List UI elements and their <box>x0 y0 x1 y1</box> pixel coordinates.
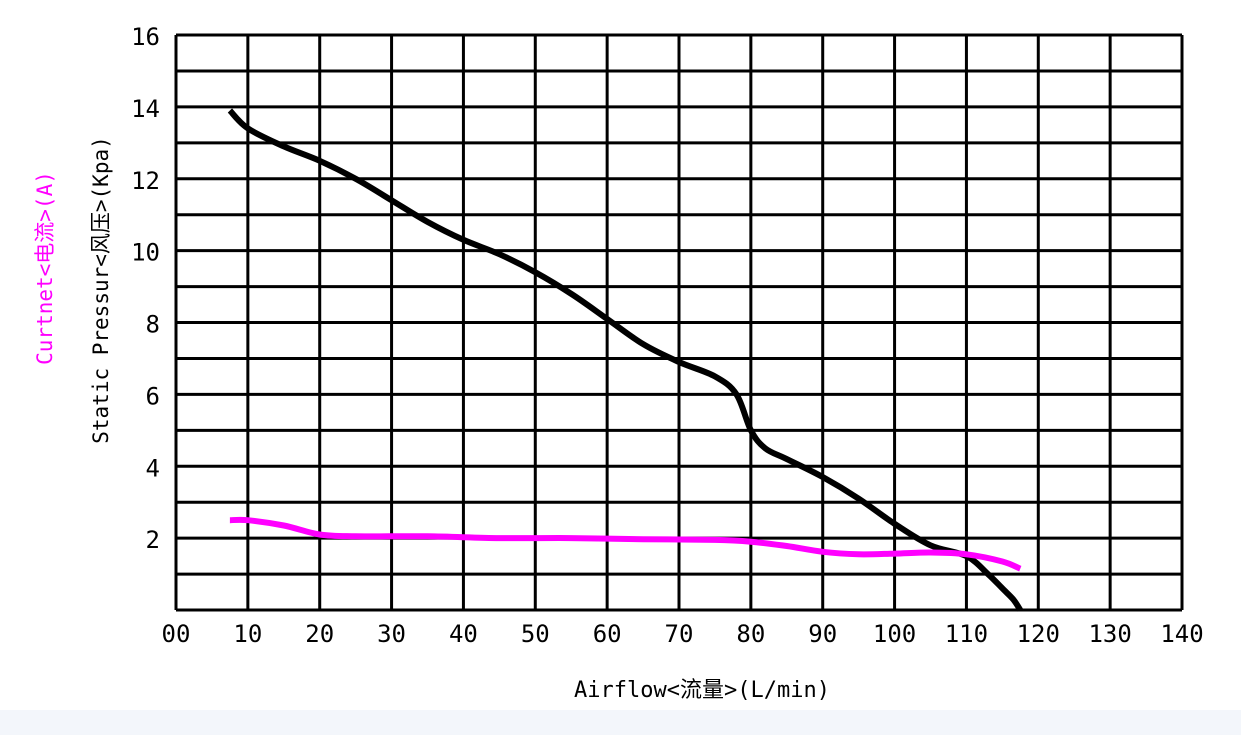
x-tick-label: 00 <box>162 620 191 648</box>
x-tick-label: 130 <box>1088 620 1131 648</box>
x-tick-label: 20 <box>305 620 334 648</box>
x-tick-label: 120 <box>1017 620 1060 648</box>
y-axis-label: Static Pressur<风压>(Kpa) <box>89 136 113 444</box>
x-tick-label: 40 <box>449 620 478 648</box>
y-tick-label: 4 <box>146 454 160 482</box>
x-tick-label: 110 <box>945 620 988 648</box>
y-tick-label: 12 <box>131 167 160 195</box>
y-tick-label: 10 <box>131 239 160 267</box>
y-tick-label: 16 <box>131 23 160 51</box>
x-tick-label: 100 <box>873 620 916 648</box>
y-tick-label: 6 <box>146 382 160 410</box>
x-tick-label: 90 <box>808 620 837 648</box>
x-axis-label: Airflow<流量>(L/min) <box>574 678 830 703</box>
x-tick-label: 60 <box>593 620 622 648</box>
x-tick-label: 30 <box>377 620 406 648</box>
x-tick-label: 80 <box>736 620 765 648</box>
x-tick-label: 140 <box>1160 620 1203 648</box>
y-tick-label: 8 <box>146 311 160 339</box>
x-tick-label: 10 <box>233 620 262 648</box>
y-tick-label: 14 <box>131 95 160 123</box>
x-tick-labels: 00 10 20 30 40 50 60 70 80 90 100 110 120 130 140 <box>162 620 1204 648</box>
x-tick-label: 70 <box>665 620 694 648</box>
airflow-pressure-chart: 00 10 20 30 40 50 60 70 80 90 100 110 120 130 140 2 4 6 8… <box>33 23 1204 703</box>
series-line-current <box>229 516 1022 572</box>
grid <box>174 33 1184 612</box>
x-tick-label: 50 <box>521 620 550 648</box>
y-tick-label: 2 <box>146 526 160 554</box>
y-tick-labels: 2 4 6 8 10 12 14 16 <box>131 23 160 554</box>
series-lines <box>227 108 1023 612</box>
y2-axis-label-current: Curtnet<电流>(A) <box>33 171 57 365</box>
footer-band <box>0 710 1241 735</box>
